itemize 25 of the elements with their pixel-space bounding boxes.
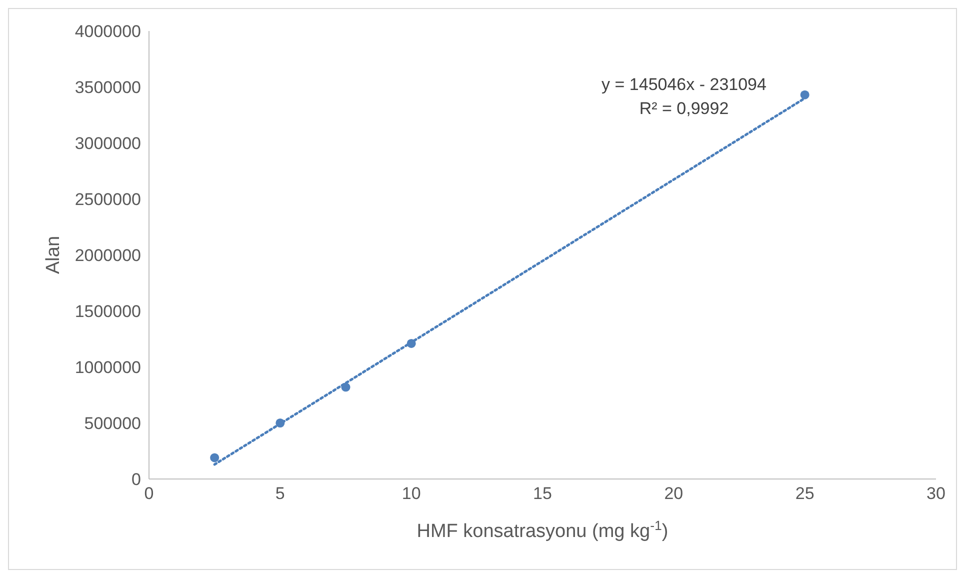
point [210,453,220,462]
y-tick-label: 0 [132,470,141,490]
x-tick-label: 25 [795,484,814,504]
y-tick-label: 2500000 [74,190,141,210]
y-tick-label: 500000 [84,414,141,434]
x-tick-label: 15 [533,484,552,504]
x-tick-label: 30 [926,484,946,504]
x-tick-label: 10 [402,484,421,504]
x-tick-label: 5 [275,484,285,504]
y-tick-label: 1000000 [74,358,141,378]
y-tick-label: 3500000 [74,78,141,98]
annotation: R² = 0,9992 [638,98,730,120]
point [800,90,810,100]
y-tick-label: 1500000 [74,302,141,322]
y-axis-title: Alan [43,236,64,274]
annotation: y = 145046x - 231094 [600,74,768,96]
point [276,418,285,428]
point [341,382,350,392]
y-tick-label: 3000000 [74,134,141,154]
x-tick-label: 20 [664,484,684,504]
x-tick-label: 0 [144,484,154,504]
y-tick-label: 4000000 [74,22,141,42]
y-tick-label: 2000000 [74,246,141,266]
point [406,338,416,348]
x-axis-title: HMF konsatrasyonu (mg kg$^{-1}$) [416,518,668,542]
